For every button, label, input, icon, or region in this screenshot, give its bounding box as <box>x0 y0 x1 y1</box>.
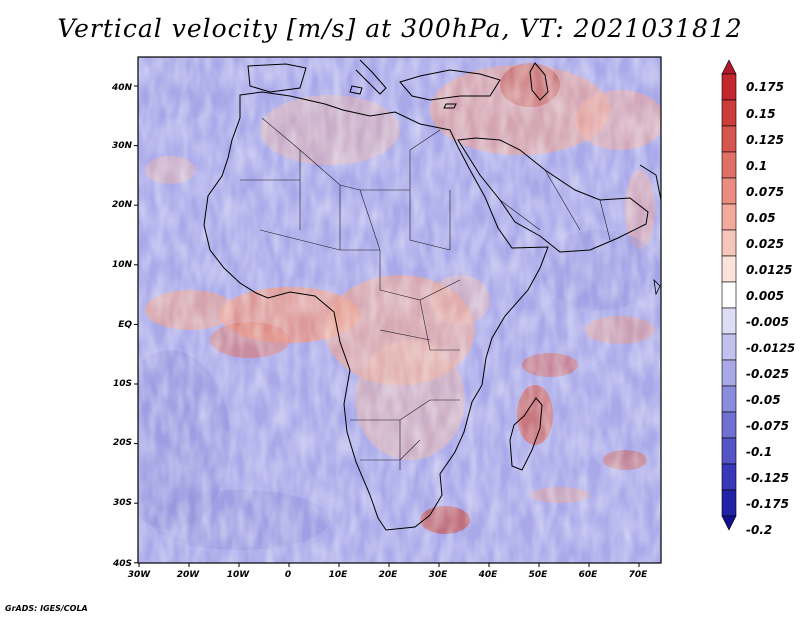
coastline-layer <box>203 59 661 531</box>
colorbar-swatch <box>721 333 737 361</box>
srilanka-coastline <box>653 278 661 296</box>
colorbar-min-arrow <box>721 515 737 531</box>
country-borders <box>240 117 611 470</box>
lat-tick-label: 40S <box>112 559 132 569</box>
colorbar-label: -0.125 <box>746 471 789 485</box>
lon-tick-label: 50E <box>529 570 549 580</box>
colorbar-swatch <box>721 411 737 439</box>
colorbar-label: 0.0125 <box>746 263 793 277</box>
lat-tick-label: 20S <box>113 438 132 448</box>
lon-tick-label: 40E <box>478 570 499 580</box>
colorbar-swatch <box>721 151 737 179</box>
colorbar-label: 0.1 <box>746 159 768 173</box>
colorbar-max-arrow <box>721 59 737 75</box>
colorbar-label: 0.05 <box>746 211 776 225</box>
colorbar-label: -0.2 <box>746 523 773 537</box>
colorbar-swatch <box>721 125 737 153</box>
colorbar-label: 0.125 <box>746 133 784 147</box>
colorbar-swatch <box>721 177 737 205</box>
lat-tick-label: 30S <box>113 498 132 508</box>
borders-layer <box>240 117 611 470</box>
colorbar-label: -0.1 <box>746 445 773 459</box>
colorbar-swatch <box>721 73 737 101</box>
italy-coastline <box>355 59 387 95</box>
colorbar-swatch <box>721 307 737 335</box>
lon-tick-label: 60E <box>579 570 599 580</box>
lat-tick-label: 20N <box>112 200 133 210</box>
greece-turkey-coastline <box>399 69 501 101</box>
lon-tick-label: 70E <box>629 570 649 580</box>
lat-tick-label: 10S <box>113 379 132 389</box>
lon-tick-label: 10W <box>227 570 251 580</box>
colorbar-swatch <box>721 281 737 309</box>
colorbar-label: 0.025 <box>746 237 784 251</box>
grads-credit: GrADS: IGES/COLA <box>5 604 88 613</box>
colorbar-label: -0.075 <box>746 419 789 433</box>
madagascar-coastline <box>509 397 543 471</box>
colorbar-swatch <box>721 437 737 465</box>
colorbar-label: -0.0125 <box>746 341 796 355</box>
colorbar-swatch <box>721 359 737 387</box>
lon-tick-label: 10E <box>329 570 349 580</box>
lon-tick-label: 0 <box>285 570 291 580</box>
colorbar-label: 0.075 <box>746 185 784 199</box>
colorbar-label: 0.175 <box>746 80 784 94</box>
lat-tick-label: 10N <box>112 260 133 270</box>
iberia-coastline <box>247 63 307 93</box>
africa-coastline <box>203 91 549 531</box>
velocity-field <box>138 57 661 563</box>
arabia-coastline <box>457 137 649 253</box>
colorbar-label: 0.15 <box>746 107 776 121</box>
lat-tick-labels: 40N 30N 20N 10N EQ 10S 20S 30S 40S <box>111 83 133 569</box>
colorbar-label: -0.005 <box>746 315 789 329</box>
colorbar-swatch <box>721 463 737 491</box>
colorbar-swatch <box>721 203 737 231</box>
lon-tick-label: 30W <box>128 570 152 580</box>
colorbar-swatch <box>721 489 737 517</box>
colorbar-swatch <box>721 229 737 257</box>
plot-frame <box>137 56 662 564</box>
lat-tick-label: 40N <box>111 83 133 93</box>
chart-title: Vertical velocity [m/s] at 300hPa, VT: 2… <box>57 14 743 43</box>
lon-tick-label: 20W <box>177 570 201 580</box>
mediterranean-islands <box>349 85 457 109</box>
lat-tick-label: 30N <box>112 141 133 151</box>
tick-marks <box>134 85 640 567</box>
colorbar-label: -0.025 <box>746 367 789 381</box>
lat-tick-label: EQ <box>118 320 132 330</box>
colorbar-swatch <box>721 255 737 283</box>
caspian-coastline <box>529 62 549 101</box>
colorbar <box>721 59 737 531</box>
colorbar-label: 0.005 <box>746 289 784 303</box>
lon-tick-labels: 30W 20W 10W 0 10E 20E 30E 40E 50E 60E 70… <box>128 570 648 580</box>
india-coastline <box>639 164 661 201</box>
colorbar-swatch <box>721 385 737 413</box>
colorbar-label: -0.175 <box>746 497 789 511</box>
colorbar-swatch <box>721 99 737 127</box>
lon-tick-label: 30E <box>429 570 449 580</box>
lon-tick-label: 20E <box>379 570 399 580</box>
colorbar-label: -0.05 <box>746 393 781 407</box>
